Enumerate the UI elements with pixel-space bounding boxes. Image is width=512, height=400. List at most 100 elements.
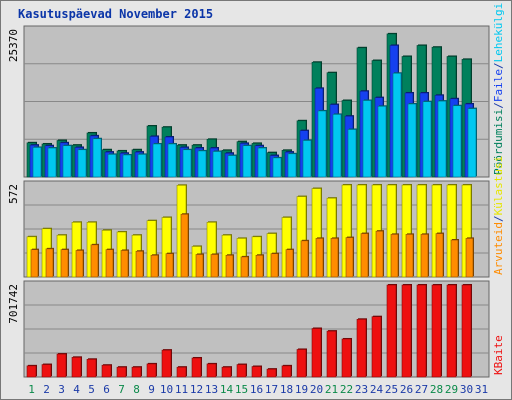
chart-title: Kasutuspäevad November 2015 (18, 7, 214, 21)
x-tick-label: 22 (340, 383, 353, 396)
x-tick-label: 2 (43, 383, 50, 396)
panel-top-bar-Lehekülgi-1 (32, 147, 42, 178)
panel-top-bar-Lehekülgi-26 (407, 103, 417, 178)
panel-middle-bar-Arvuteid-6 (105, 249, 114, 278)
panel-bottom-bar-KBaite-15 (236, 364, 247, 378)
panel-middle-bar-Arvuteid-8 (135, 250, 144, 278)
panel-middle-bar-Arvuteid-1 (30, 249, 39, 278)
legend-label-part: / (492, 215, 505, 222)
panel-bottom-bar-KBaite-27 (416, 284, 427, 378)
panel-top-bar-Lehekülgi-15 (242, 145, 252, 178)
panel-middle-bar-Arvuteid-28 (435, 233, 444, 278)
panel-middle-bar-Arvuteid-22 (345, 237, 354, 278)
x-tick-label: 17 (265, 383, 278, 396)
panel-middle-bar-Arvuteid-20 (315, 238, 324, 278)
panel-top-bar-Lehekülgi-4 (77, 149, 87, 178)
x-tick-label: 5 (88, 383, 95, 396)
x-tick-label: 3 (58, 383, 65, 396)
panel-middle-bar-Arvuteid-9 (150, 254, 159, 278)
panel-bottom-bar-KBaite-25 (386, 284, 397, 378)
x-tick-label: 27 (415, 383, 428, 396)
panel-bottom-bar-KBaite-16 (251, 366, 262, 378)
panel-middle-bar-Arvuteid-2 (45, 248, 54, 278)
panel-bottom-bar-KBaite-23 (356, 319, 367, 378)
panel-bottom-bar-KBaite-29 (446, 284, 457, 378)
panel-middle-bar-Arvuteid-21 (330, 238, 339, 278)
panel-top-bar-Lehekülgi-30 (467, 108, 477, 178)
x-tick-label: 10 (160, 383, 173, 396)
x-tick-label: 4 (73, 383, 80, 396)
panel-bottom-bar-KBaite-12 (191, 357, 202, 378)
panel-middle-bar-Arvuteid-30 (465, 238, 474, 278)
panel-middle-bar-Arvuteid-19 (300, 240, 309, 278)
panel-top-bar-Lehekülgi-10 (167, 143, 177, 178)
x-tick-label: 8 (133, 383, 140, 396)
x-tick-label: 14 (220, 383, 234, 396)
panel-top-bar-Lehekülgi-6 (107, 154, 117, 178)
legend-label-part: / (492, 62, 505, 69)
panel-middle-bar-Arvuteid-4 (75, 250, 84, 278)
panel-top-bar-Lehekülgi-19 (302, 140, 312, 178)
panel-bottom-bar-KBaite-28 (431, 284, 442, 378)
panel-middle-bar-Arvuteid-26 (405, 234, 414, 278)
panel-bottom-bar-KBaite-11 (176, 366, 187, 378)
panel-top-bar-Lehekülgi-18 (287, 153, 297, 178)
panel-bottom-bar-KBaite-14 (221, 366, 232, 378)
panel-middle-legend-label: Arvuteid/Külastusi (492, 156, 505, 275)
panel-middle-bar-Arvuteid-14 (225, 254, 234, 278)
x-tick-label: 16 (250, 383, 263, 396)
panel-middle-bar-Arvuteid-17 (270, 253, 279, 278)
x-tick-label: 26 (400, 383, 413, 396)
panel-top-bar-Lehekülgi-7 (122, 154, 132, 178)
panel-top-bar-Lehekülgi-27 (422, 101, 432, 178)
x-tick-label: 25 (385, 383, 398, 396)
x-tick-label: 28 (430, 383, 443, 396)
x-tick-label: 11 (175, 383, 188, 396)
panel-top-bar-Lehekülgi-8 (137, 154, 147, 178)
x-tick-label: 19 (295, 383, 308, 396)
panel-bottom-bar-KBaite-22 (341, 338, 352, 378)
panel-middle-bar-Arvuteid-10 (165, 253, 174, 278)
x-tick-label: 31 (475, 383, 488, 396)
panel-middle-bar-Arvuteid-11 (180, 213, 189, 278)
panel-top-bar-Lehekülgi-23 (362, 100, 372, 178)
x-tick-label: 7 (118, 383, 125, 396)
panel-top-bar-Lehekülgi-25 (392, 72, 402, 178)
panel-middle-bar-Arvuteid-24 (375, 230, 384, 278)
x-tick-label: 20 (310, 383, 323, 396)
legend-label-part: Lehekülgi (492, 3, 505, 63)
panel-top-bar-Lehekülgi-16 (257, 147, 267, 178)
x-tick-label: 18 (280, 383, 293, 396)
panel-top-bar-Lehekülgi-29 (452, 105, 462, 178)
panel-top-bar-Lehekülgi-2 (47, 147, 57, 178)
x-tick-label: 21 (325, 383, 338, 396)
panel-bottom-bar-KBaite-24 (371, 316, 382, 378)
panel-bottom-bar-KBaite-6 (101, 364, 112, 378)
panel-bottom-bar-KBaite-13 (206, 363, 217, 378)
x-tick-label: 24 (370, 383, 384, 396)
x-tick-label: 6 (103, 383, 110, 396)
panel-top-bar-Lehekülgi-28 (437, 100, 447, 178)
panel-bottom-ymax-label: 701742 (7, 284, 20, 324)
panel-top-bar-Lehekülgi-13 (212, 151, 222, 178)
panel-middle-bar-Arvuteid-5 (90, 244, 99, 278)
panel-bottom-bar-KBaite-26 (401, 284, 412, 378)
panel-bottom-bar-KBaite-30 (461, 284, 472, 378)
panel-top-legend-label: Pöördumisi/Faile/Lehekülgi (492, 3, 505, 175)
x-tick-label: 1 (28, 383, 35, 396)
legend-label-part: / (492, 102, 505, 109)
panel-bottom-bar-KBaite-8 (131, 366, 142, 378)
panel-middle-bar-Arvuteid-15 (240, 256, 249, 278)
panel-top-bar-Lehekülgi-14 (227, 155, 237, 178)
panel-top-bar-Lehekülgi-3 (62, 145, 72, 178)
legend-label-part: Külastusi (492, 156, 505, 216)
panel-middle-bar-Arvuteid-16 (255, 254, 264, 278)
panel-top-bar-Lehekülgi-12 (197, 150, 207, 178)
panel-bottom-bar-KBaite-4 (71, 357, 82, 378)
panel-bottom-bar-KBaite-1 (26, 365, 37, 378)
legend-label-part: Arvuteid (492, 222, 505, 275)
panel-bottom-bar-KBaite-9 (146, 363, 157, 378)
panel-bottom-bar-KBaite-18 (281, 365, 292, 378)
panel-bottom-bar-KBaite-5 (86, 359, 97, 378)
